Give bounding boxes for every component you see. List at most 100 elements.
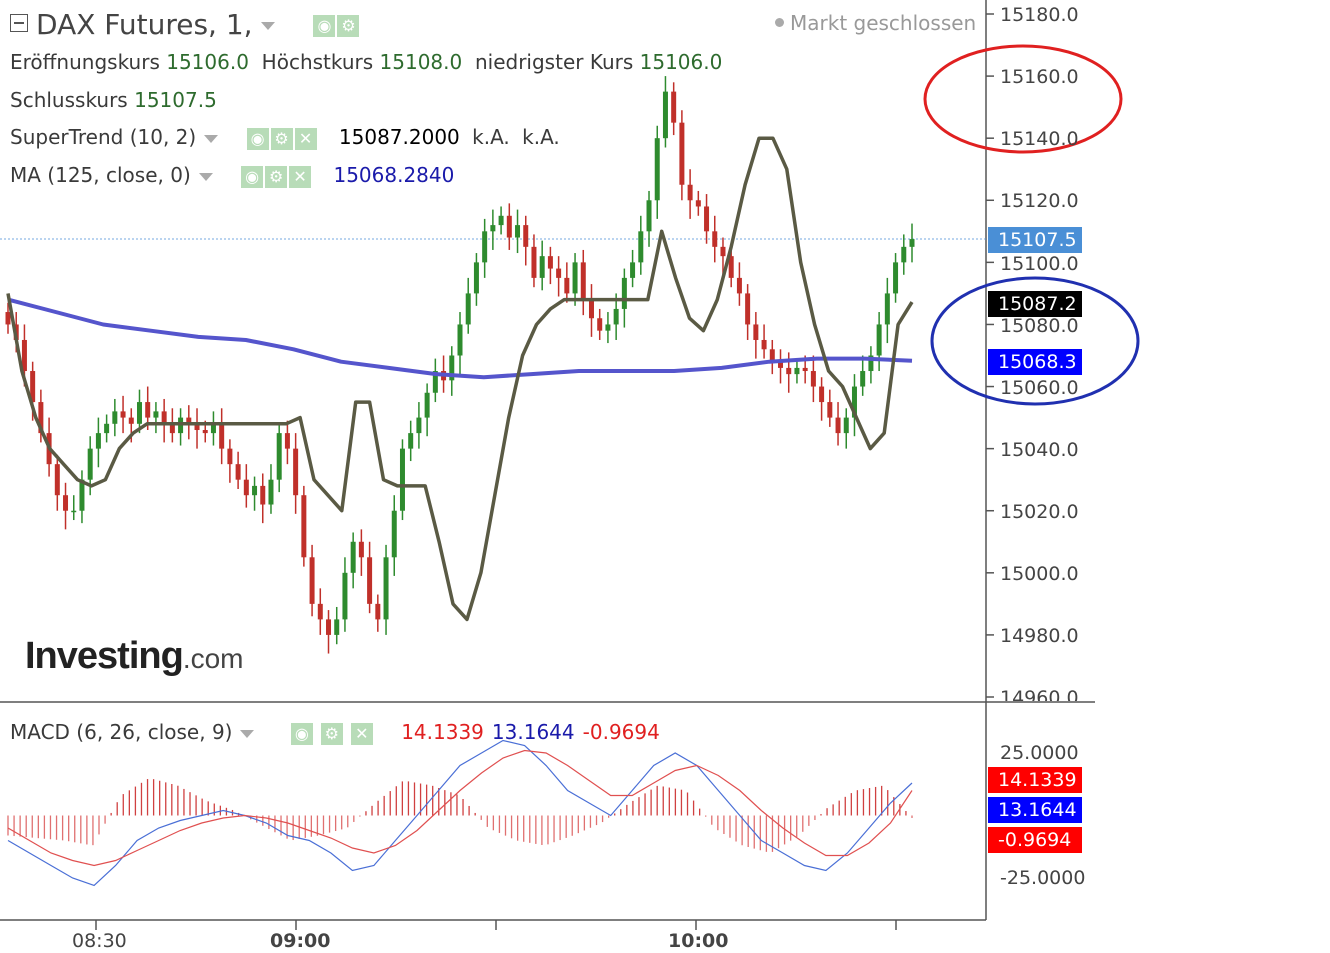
supertrend-legend: SuperTrend (10, 2) ◉ ⚙ ✕ 15087.2000 k.A. k… (10, 125, 560, 150)
candle-body (186, 417, 192, 424)
candle-body (745, 293, 751, 325)
supertrend-label[interactable]: SuperTrend (10, 2) (10, 125, 197, 149)
candle-body (490, 225, 496, 232)
candle-body (638, 231, 644, 263)
hist-tag: -0.9694 (988, 827, 1082, 853)
candle-body (358, 541, 364, 558)
candle-body (671, 91, 677, 123)
symbol-title: DAX Futures, 1, (36, 8, 253, 41)
candle-body (753, 324, 759, 340)
supertrend-price-tag: 15087.2 (988, 291, 1082, 317)
macd-label[interactable]: MACD (6, 26, close, 9) (10, 720, 233, 744)
candle-body (835, 417, 841, 434)
investing-logo: Investing.com (25, 635, 244, 678)
candle-body (87, 448, 93, 480)
candle-body (169, 423, 175, 434)
candle-body (547, 256, 553, 269)
candle-body (260, 485, 266, 505)
macd-tick-label: -25.0000 (1000, 867, 1086, 889)
close-icon[interactable]: ✕ (289, 165, 312, 188)
candle-body (851, 386, 857, 418)
gear-icon[interactable]: ⚙ (337, 15, 360, 37)
close-icon[interactable]: ✕ (294, 127, 317, 150)
chevron-down-icon[interactable] (240, 729, 255, 738)
candle-body (646, 200, 652, 232)
supertrend-line (6, 136, 914, 622)
collapse-icon[interactable] (10, 14, 28, 32)
candle-body (704, 206, 710, 232)
candle-body (399, 448, 405, 511)
candle-body (539, 256, 545, 278)
gear-icon[interactable]: ⚙ (270, 127, 293, 150)
symbol-header: DAX Futures, 1, ◉ ⚙ (10, 8, 361, 41)
candle-body (145, 402, 151, 418)
candlestick-series (5, 76, 915, 654)
gear-icon[interactable]: ⚙ (265, 165, 288, 188)
candle-body (810, 371, 816, 387)
close-icon[interactable]: ✕ (350, 722, 373, 745)
time-label: 10:00 (668, 930, 729, 952)
close-label: Schlusskurs (10, 88, 128, 112)
status-dot-icon (775, 18, 784, 27)
candle-body (473, 262, 479, 294)
candle-body (802, 367, 808, 372)
chevron-down-icon[interactable] (204, 134, 219, 143)
candle-body (662, 91, 668, 139)
candle-body (350, 541, 356, 573)
candle-body (235, 464, 241, 480)
candle-body (901, 246, 907, 263)
price-tick-label: 15020.0 (1000, 501, 1079, 523)
candle-body (293, 448, 299, 496)
candle-body (515, 225, 521, 238)
eye-icon[interactable]: ◉ (290, 722, 313, 745)
eye-icon[interactable]: ◉ (241, 165, 264, 188)
candle-body (309, 557, 315, 604)
candle-body (720, 246, 726, 257)
candle-body (621, 277, 627, 309)
candle-body (153, 411, 159, 418)
ma-label[interactable]: MA (125, close, 0) (10, 163, 191, 187)
candle-body (605, 324, 611, 331)
eye-icon[interactable]: ◉ (246, 127, 269, 150)
gear-icon[interactable]: ⚙ (320, 722, 343, 745)
candle-body (769, 349, 775, 362)
time-tick-marks (95, 920, 897, 930)
candle-body (284, 433, 290, 449)
high-value: 15108.0 (379, 50, 463, 74)
logo-domain: .com (182, 643, 244, 674)
candle-body (786, 367, 792, 375)
candle-body (778, 361, 784, 368)
candle-body (136, 402, 142, 424)
price-tick-label: 15100.0 (1000, 253, 1079, 275)
candle-body (5, 312, 11, 325)
candle-body (38, 402, 44, 434)
eye-icon[interactable]: ◉ (313, 15, 336, 37)
time-label: 09:00 (270, 930, 331, 952)
candle-body (761, 339, 767, 350)
candle-body (194, 423, 200, 431)
price-tick-label: 15120.0 (1000, 190, 1079, 212)
chevron-down-icon[interactable] (198, 172, 213, 181)
high-label: Höchstkurs (261, 50, 374, 74)
macd-histogram (7, 779, 913, 852)
ma-price-tag: 15068.3 (988, 349, 1082, 375)
macd-hist-value: -0.9694 (582, 720, 660, 744)
candle-body (79, 479, 85, 511)
low-value: 15106.0 (639, 50, 723, 74)
candle-body (227, 448, 233, 465)
market-status-text: Markt geschlossen (790, 11, 977, 35)
price-tick-label: 15080.0 (1000, 315, 1079, 337)
candle-body (334, 619, 340, 635)
candle-body (498, 215, 504, 226)
candle-body (893, 262, 899, 294)
last-price-tag: 15107.5 (988, 227, 1082, 253)
candle-body (613, 308, 619, 325)
candle-body (588, 299, 594, 319)
candle-body (728, 256, 734, 278)
open-value: 15106.0 (166, 50, 249, 74)
candle-body (301, 495, 307, 558)
candle-body (449, 355, 455, 381)
chevron-down-icon[interactable] (260, 22, 275, 30)
supertrend-extra1: k.A. (472, 125, 510, 149)
